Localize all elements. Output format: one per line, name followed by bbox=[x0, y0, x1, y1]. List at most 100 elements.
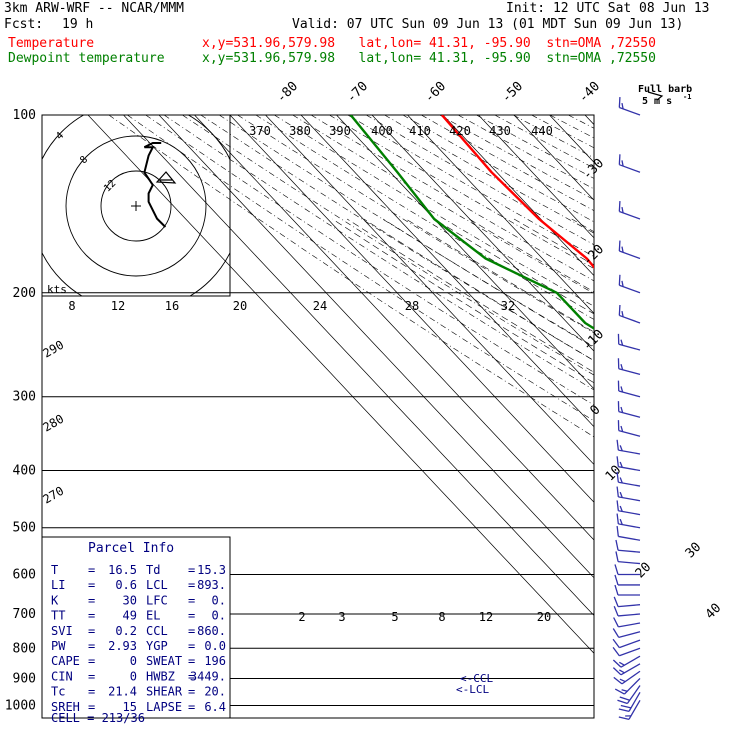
isotherm-line bbox=[478, 115, 594, 239]
parcel-field-label: CIN bbox=[51, 669, 73, 683]
wind-barb-flag bbox=[614, 584, 619, 596]
wind-barb bbox=[616, 439, 641, 455]
wind-barb-shaft bbox=[618, 535, 641, 541]
wind-barb bbox=[617, 333, 641, 351]
parcel-equals: = bbox=[88, 700, 95, 714]
dewpoint-profile-line bbox=[349, 115, 594, 330]
parcel-equals: = bbox=[188, 593, 195, 607]
wind-barb bbox=[617, 420, 641, 437]
parcel-equals: = bbox=[88, 685, 95, 699]
dry-adiabat-line bbox=[182, 115, 594, 376]
dewpoint-station-info: x,y=531.96,579.98 lat,lon= 41.31, -95.90… bbox=[202, 51, 656, 66]
isotherm-label: 40 bbox=[703, 601, 725, 623]
wind-barb bbox=[614, 678, 641, 695]
wind-barb-shaft bbox=[618, 613, 641, 617]
dry-adiabat-line bbox=[237, 115, 594, 334]
hodograph-speed-tick: 32 bbox=[501, 299, 515, 313]
wind-barb-flag bbox=[618, 154, 621, 165]
forecast-label: Fcst: bbox=[4, 17, 44, 32]
moist-adiabat-line bbox=[571, 218, 594, 233]
wind-barb-flag bbox=[619, 678, 626, 683]
wind-barb-flag bbox=[619, 518, 623, 525]
wind-barb bbox=[617, 358, 641, 376]
parcel-field-value: 6.4 bbox=[204, 700, 226, 714]
dry-adiabat-line bbox=[494, 115, 594, 169]
parcel-cell-motion: CELL = 213/36 bbox=[51, 711, 145, 725]
wind-barb bbox=[618, 97, 641, 116]
wind-barb-flag bbox=[616, 486, 619, 497]
isotherm-line bbox=[87, 115, 594, 654]
wind-barb bbox=[618, 200, 641, 220]
lcl-marker: <-LCL bbox=[456, 683, 489, 696]
parcel-field-value: 49 bbox=[123, 609, 137, 623]
parcel-field-label: SREH bbox=[51, 700, 80, 714]
moist-adiabat-line bbox=[346, 218, 594, 373]
wind-barb bbox=[614, 564, 640, 576]
isotherm-line bbox=[584, 115, 594, 126]
wind-barb-flag bbox=[612, 638, 620, 649]
theta-e-label: 390 bbox=[329, 124, 351, 138]
parcel-equals: = bbox=[88, 639, 95, 653]
parcel-field-value: 3449. bbox=[190, 669, 226, 683]
isotherm-label: -10 bbox=[580, 327, 607, 354]
wind-barb-shaft bbox=[618, 631, 641, 639]
isotherm-label: -40 bbox=[576, 79, 603, 106]
moist-adiabat-line bbox=[639, 219, 740, 718]
wind-barb bbox=[618, 699, 641, 720]
wind-barb-flag bbox=[620, 406, 624, 413]
wind-barb-flag bbox=[619, 477, 623, 484]
storm-motion-icon bbox=[155, 171, 177, 184]
pressure-axis-label: 800 bbox=[13, 641, 36, 656]
isotherm-line bbox=[265, 115, 594, 465]
wind-barb-flag bbox=[620, 425, 624, 432]
parcel-field-value: 21.4 bbox=[108, 685, 137, 699]
pressure-axis-label: 700 bbox=[13, 607, 36, 622]
theta-e-label: 400 bbox=[371, 124, 393, 138]
parcel-equals: = bbox=[88, 563, 95, 577]
wind-barb-flag bbox=[615, 551, 619, 562]
full-barb-units: 5 m s bbox=[642, 96, 672, 107]
parcel-field-value: 15.3 bbox=[197, 563, 226, 577]
parcel-field-value: 16.5 bbox=[108, 563, 137, 577]
theta-e-label: 370 bbox=[249, 124, 271, 138]
mixing-ratio-label: 12 bbox=[479, 610, 493, 624]
wind-barb bbox=[618, 304, 641, 324]
dry-adiabat-line bbox=[292, 115, 594, 294]
wind-barb bbox=[613, 605, 641, 617]
parcel-equals: = bbox=[88, 654, 95, 668]
parcel-field-value: 30 bbox=[123, 593, 137, 607]
wind-barb bbox=[615, 551, 641, 565]
model-title: 3km ARW-WRF -- NCAR/MMM bbox=[4, 1, 185, 16]
parcel-field-label: LCL bbox=[146, 578, 168, 592]
wind-barb bbox=[617, 685, 641, 705]
isotherm-line bbox=[336, 115, 594, 390]
dry-adiabat-line bbox=[219, 115, 594, 348]
hodograph-speed-tick: 12 bbox=[111, 299, 125, 313]
wind-barb-flag bbox=[620, 386, 624, 393]
wind-barb bbox=[618, 154, 641, 173]
wind-barb-flag bbox=[618, 708, 630, 713]
wind-barb bbox=[612, 655, 641, 668]
isotherm-line bbox=[371, 115, 594, 352]
parcel-equals: = bbox=[88, 669, 95, 683]
wind-barb-flag bbox=[619, 505, 623, 512]
wind-barb bbox=[614, 584, 640, 596]
parcel-equals: = bbox=[188, 669, 195, 683]
theta-e-label: 380 bbox=[289, 124, 311, 138]
wind-barb bbox=[612, 647, 641, 657]
pressure-axis-label: 300 bbox=[13, 390, 36, 405]
wind-barb-flag bbox=[612, 667, 622, 676]
moist-adiabat-line bbox=[433, 218, 594, 315]
hodograph-ring-label: 4 bbox=[54, 130, 66, 142]
pressure-axis-label: 500 bbox=[13, 521, 36, 536]
wind-barb-shaft bbox=[618, 622, 641, 628]
wind-barb bbox=[616, 513, 641, 529]
wind-barb bbox=[617, 401, 641, 418]
parcel-field-label: YGP bbox=[146, 639, 168, 653]
theta-label: 270 bbox=[41, 484, 67, 507]
wind-barb-flag bbox=[615, 539, 619, 551]
isotherm-line bbox=[300, 115, 594, 428]
wind-barb-flag bbox=[616, 439, 619, 451]
dry-adiabat-line bbox=[255, 115, 594, 320]
wind-barb-flag bbox=[621, 160, 624, 167]
